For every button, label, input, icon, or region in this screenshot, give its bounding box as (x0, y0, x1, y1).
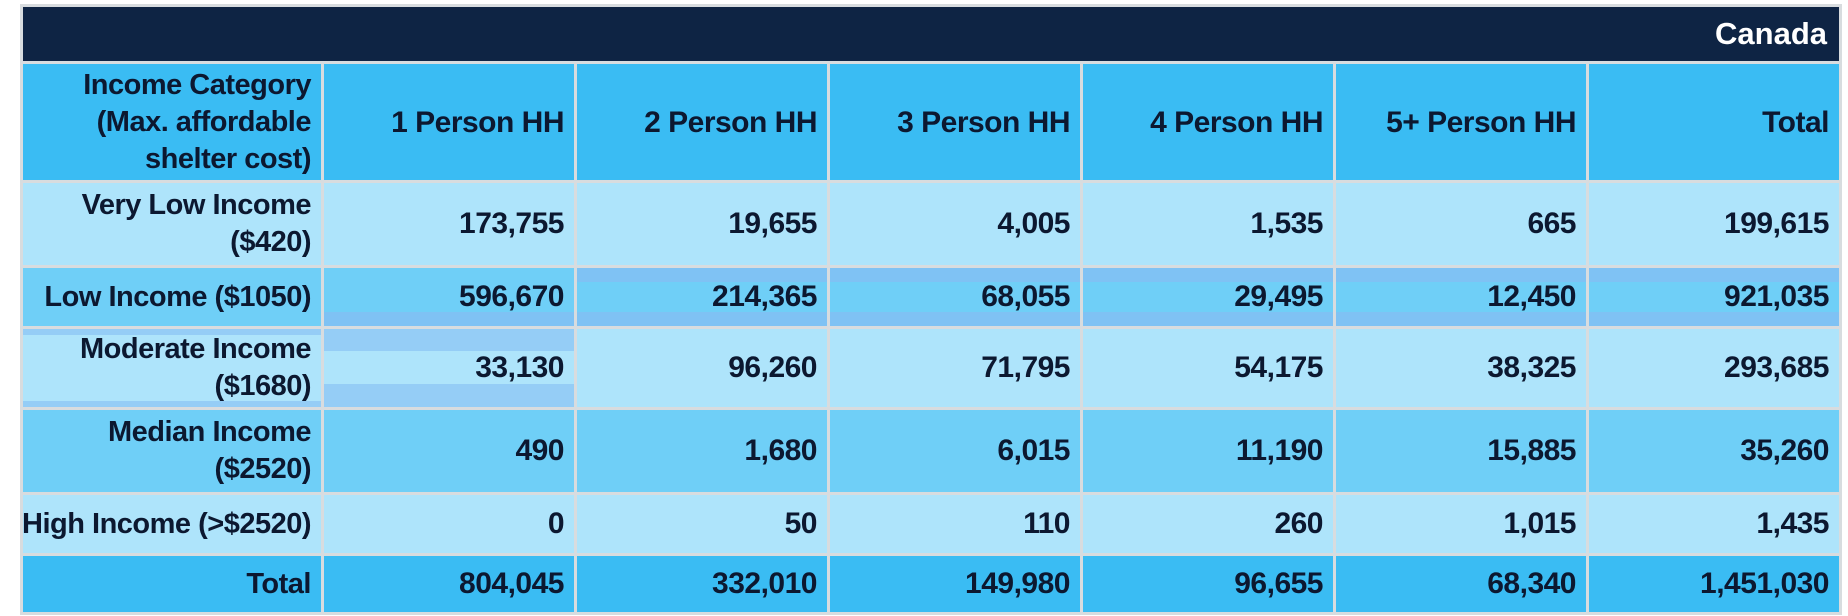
cell-low-5p: 12,450 (1336, 268, 1586, 326)
cell-total-2p: 332,010 (577, 556, 827, 612)
cell-high-4p: 260 (1083, 495, 1333, 553)
column-header-4-person: 4 Person HH (1083, 64, 1333, 180)
cell-very-low-1p: 173,755 (324, 183, 574, 265)
row-label-low-income: Low Income ($1050) (23, 268, 321, 326)
region-title-band: Canada (23, 7, 1839, 61)
cell-moderate-1p: 33,130 (324, 329, 574, 407)
cell-moderate-3p: 71,795 (830, 329, 1080, 407)
cell-median-3p: 6,015 (830, 410, 1080, 492)
cell-very-low-total: 199,615 (1589, 183, 1839, 265)
cell-very-low-3p: 4,005 (830, 183, 1080, 265)
cell-very-low-5p: 665 (1336, 183, 1586, 265)
cell-very-low-2p: 19,655 (577, 183, 827, 265)
cell-total-5p: 68,340 (1336, 556, 1586, 612)
cell-moderate-5p: 38,325 (1336, 329, 1586, 407)
cell-low-2p: 214,365 (577, 268, 827, 326)
cell-median-2p: 1,680 (577, 410, 827, 492)
column-header-2-person: 2 Person HH (577, 64, 827, 180)
cell-median-4p: 11,190 (1083, 410, 1333, 492)
cell-total-4p: 96,655 (1083, 556, 1333, 612)
cell-moderate-total: 293,685 (1589, 329, 1839, 407)
column-header-1-person: 1 Person HH (324, 64, 574, 180)
row-label-median-income: Median Income ($2520) (23, 410, 321, 492)
cell-total-3p: 149,980 (830, 556, 1080, 612)
region-label: Canada (1715, 16, 1827, 51)
column-header-5plus-person: 5+ Person HH (1336, 64, 1586, 180)
cell-high-5p: 1,015 (1336, 495, 1586, 553)
cell-high-total: 1,435 (1589, 495, 1839, 553)
row-label-very-low-income: Very Low Income ($420) (23, 183, 321, 265)
cell-high-3p: 110 (830, 495, 1080, 553)
income-by-household-table: Canada Income Category (Max. affordable … (20, 4, 1842, 615)
column-header-income-category: Income Category (Max. affordable shelter… (23, 64, 321, 180)
cell-low-4p: 29,495 (1083, 268, 1333, 326)
cell-very-low-4p: 1,535 (1083, 183, 1333, 265)
cell-total-1p: 804,045 (324, 556, 574, 612)
cell-median-total: 35,260 (1589, 410, 1839, 492)
cell-low-1p: 596,670 (324, 268, 574, 326)
cell-low-3p: 68,055 (830, 268, 1080, 326)
cell-low-total: 921,035 (1589, 268, 1839, 326)
cell-total-grand: 1,451,030 (1589, 556, 1839, 612)
cell-median-5p: 15,885 (1336, 410, 1586, 492)
cell-high-2p: 50 (577, 495, 827, 553)
row-label-high-income: High Income (>$2520) (23, 495, 321, 553)
column-header-3-person: 3 Person HH (830, 64, 1080, 180)
cell-moderate-4p: 54,175 (1083, 329, 1333, 407)
column-header-total: Total (1589, 64, 1839, 180)
row-label-total: Total (23, 556, 321, 612)
cell-moderate-2p: 96,260 (577, 329, 827, 407)
cell-median-1p: 490 (324, 410, 574, 492)
cell-high-1p: 0 (324, 495, 574, 553)
row-label-moderate-income: Moderate Income ($1680) (23, 329, 321, 407)
